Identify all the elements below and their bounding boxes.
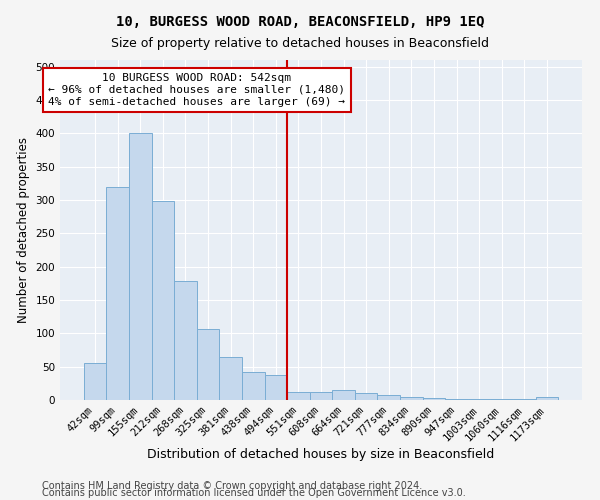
Bar: [332, 390, 355, 400]
Bar: [445, 398, 468, 400]
Bar: [174, 282, 197, 400]
Bar: [287, 392, 310, 400]
Text: Contains HM Land Registry data © Crown copyright and database right 2024.: Contains HM Land Registry data © Crown c…: [42, 481, 422, 491]
Text: Size of property relative to detached houses in Beaconsfield: Size of property relative to detached ho…: [111, 38, 489, 51]
Bar: [536, 396, 558, 400]
Bar: [152, 202, 174, 400]
Bar: [220, 356, 242, 400]
Bar: [422, 398, 445, 400]
Bar: [310, 392, 332, 400]
X-axis label: Distribution of detached houses by size in Beaconsfield: Distribution of detached houses by size …: [148, 448, 494, 462]
Bar: [377, 396, 400, 400]
Y-axis label: Number of detached properties: Number of detached properties: [17, 137, 30, 323]
Bar: [242, 372, 265, 400]
Bar: [106, 186, 129, 400]
Bar: [197, 328, 220, 400]
Bar: [84, 364, 106, 400]
Bar: [129, 134, 152, 400]
Bar: [265, 376, 287, 400]
Text: Contains public sector information licensed under the Open Government Licence v3: Contains public sector information licen…: [42, 488, 466, 498]
Bar: [400, 396, 422, 400]
Text: 10, BURGESS WOOD ROAD, BEACONSFIELD, HP9 1EQ: 10, BURGESS WOOD ROAD, BEACONSFIELD, HP9…: [116, 15, 484, 29]
Bar: [355, 394, 377, 400]
Text: 10 BURGESS WOOD ROAD: 542sqm
← 96% of detached houses are smaller (1,480)
4% of : 10 BURGESS WOOD ROAD: 542sqm ← 96% of de…: [48, 74, 345, 106]
